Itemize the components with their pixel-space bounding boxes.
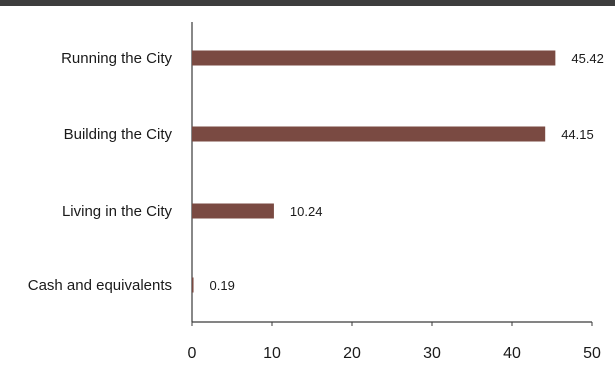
x-tick-label: 40 — [503, 345, 521, 362]
chart-bars — [192, 50, 556, 293]
data-label: 0.19 — [210, 278, 235, 293]
bar — [192, 50, 556, 66]
x-tick-label: 20 — [343, 345, 361, 362]
chart-axes — [191, 22, 593, 326]
category-label: Running the City — [61, 50, 172, 67]
x-tick-label: 10 — [263, 345, 281, 362]
x-tick-label: 50 — [583, 345, 601, 362]
chart-labels: 0 10 20 30 40 50 Running the City 45.42 Building… — [28, 50, 604, 362]
category-label: Cash and equivalents — [28, 277, 172, 294]
bar — [192, 126, 546, 142]
top-rule — [0, 0, 615, 6]
x-tick-label: 30 — [423, 345, 441, 362]
bar — [192, 203, 274, 219]
category-label: Building the City — [64, 126, 173, 143]
data-label: 44.15 — [561, 127, 594, 142]
data-label: 10.24 — [290, 204, 323, 219]
bar — [192, 277, 194, 293]
x-tick-label: 0 — [188, 345, 197, 362]
data-label: 45.42 — [571, 51, 604, 66]
category-label: Living in the City — [62, 203, 173, 220]
